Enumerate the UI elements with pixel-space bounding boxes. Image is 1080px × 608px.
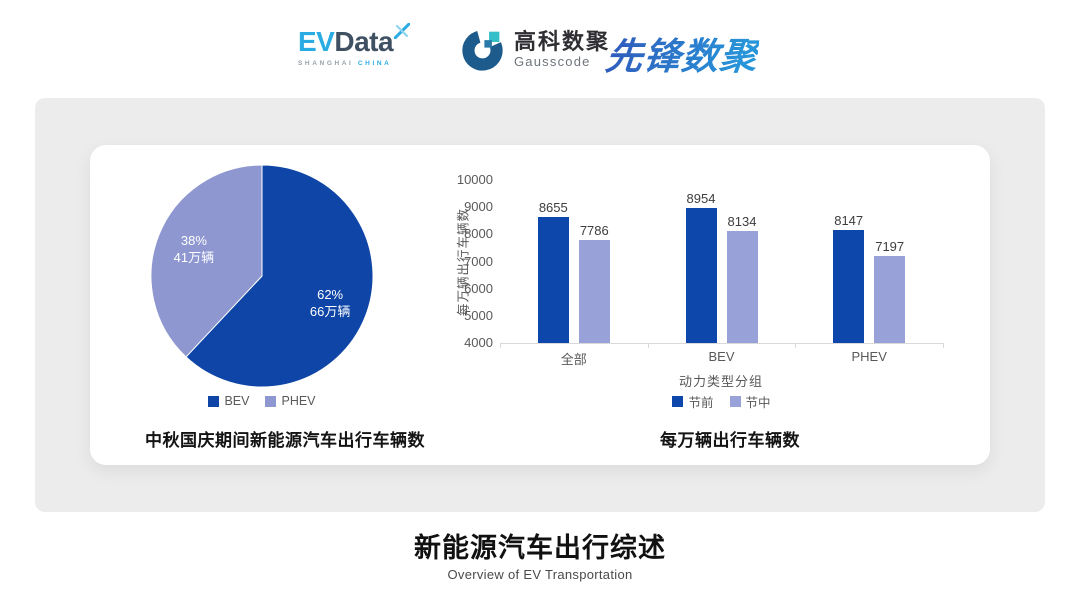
x-axis-tickmark [795, 343, 797, 348]
xianfeng-shuju-logo: 先锋数聚 [603, 26, 761, 80]
pie-slice-PHEV [150, 164, 263, 358]
bar-value-label: 7197 [875, 239, 905, 255]
bar-value-label: 8134 [727, 213, 757, 229]
legend-swatch [729, 396, 741, 407]
bar-chart-bars [90, 145, 990, 465]
pie-chart-title: 中秋国庆期间新能源汽车出行车辆数 [145, 431, 425, 450]
bar-x-axis-tickmarks [90, 145, 990, 465]
legend-item: 节前 [672, 392, 714, 411]
bar-节前-全部 [537, 216, 569, 343]
x-axis-tickmark [943, 343, 944, 348]
bar-value-label: 8655 [538, 199, 568, 215]
bar-x-axis-label: 动力类型分组 [678, 374, 763, 389]
bar-节中-全部 [578, 240, 610, 343]
charts-card: 62% 66万辆 38% 41万辆 BEV PHEV 中秋国庆期间新能源汽车出行车辆数 … [90, 145, 990, 465]
category-label-BEV: BEV [708, 349, 735, 364]
pie-legend: BEV PHEV [150, 394, 374, 408]
bar-value-label: 7786 [579, 223, 609, 239]
legend-label: BEV [224, 394, 250, 408]
footer-subtitle: Overview of EV Transportation [447, 567, 633, 582]
gausscode-text: 高科数聚 Gausscode [514, 29, 611, 70]
y-tick-label: 4000 [464, 335, 493, 350]
bar-y-axis-ticks: 10000 9000 8000 7000 6000 5000 4000 [90, 145, 990, 465]
pie-slice-count: 41万辆 [173, 250, 215, 266]
legend-swatch [672, 396, 684, 407]
pie-slice-label: 38% 41万辆 [174, 232, 214, 266]
evdata-wordmark: EVData [298, 22, 411, 58]
pie-chart [150, 164, 374, 388]
pie-slice-labels: 62% 66万辆 38% 41万辆 [90, 145, 990, 465]
gausscode-cn-text: 高科数聚 [514, 29, 611, 54]
sparkle-x-icon [393, 22, 411, 40]
legend-swatch [265, 395, 277, 407]
bar-value-label: 8147 [834, 213, 864, 229]
evdata-china-text: CHINA [357, 60, 392, 67]
bar-节中-BEV [726, 230, 758, 343]
evdata-subtext: SHANGHAI CHINA [298, 60, 409, 67]
pie-slice-pct: 62% [317, 286, 344, 302]
footer-title: 新能源汽车出行综述 [414, 533, 666, 563]
legend-item: PHEV [265, 394, 316, 408]
pie-slice-count: 66万辆 [309, 303, 351, 319]
pie-slice-label: 62% 66万辆 [310, 286, 350, 320]
y-tick-label: 9000 [464, 199, 493, 215]
gausscode-logo: 高科数聚 Gausscode [460, 27, 610, 72]
x-axis-tickmark [647, 343, 649, 348]
legend-label: PHEV [281, 394, 316, 408]
x-axis-tickmark [500, 343, 501, 348]
content-panel: 62% 66万辆 38% 41万辆 BEV PHEV 中秋国庆期间新能源汽车出行车辆数 … [35, 98, 1045, 512]
gausscode-g-icon [462, 30, 503, 71]
pie-slice-pct: 38% [180, 233, 207, 249]
evdata-logo: EVData SHANGHAI CHINA [298, 22, 411, 67]
y-tick-label: 6000 [464, 280, 493, 296]
evdata-shanghai-text: SHANGHAI [298, 60, 354, 67]
category-label-全部: 全部 [560, 352, 587, 367]
evdata-ev-text: EV [298, 26, 335, 57]
bar-节前-BEV [685, 208, 717, 343]
legend-label: 节前 [688, 396, 714, 410]
bar-x-axis-line [500, 343, 943, 344]
y-tick-label: 10000 [456, 172, 493, 187]
pie-slice-BEV [185, 164, 374, 388]
bar-chart-title: 每万辆出行车辆数 [660, 431, 800, 450]
y-tick-label: 5000 [464, 307, 493, 323]
bar-legend: 节前 节中 [500, 392, 943, 411]
bar-节中-PHEV [874, 256, 906, 343]
bar-value-label: 8954 [686, 191, 716, 207]
legend-swatch [208, 395, 220, 407]
gausscode-en-text: Gausscode [514, 54, 591, 69]
y-tick-label: 8000 [464, 226, 493, 242]
evdata-data-text: Data [334, 26, 394, 57]
legend-label: 节中 [745, 396, 771, 410]
bar-节前-PHEV [833, 230, 865, 343]
category-label-PHEV: PHEV [851, 349, 887, 364]
bar-value-labels: 8655 7786 8954 8134 8147 7197 [90, 145, 990, 465]
bar-category-labels: 全部 BEV PHEV [90, 145, 990, 465]
legend-item: BEV [208, 394, 249, 408]
legend-item: 节中 [729, 392, 771, 411]
y-tick-label: 7000 [464, 253, 493, 269]
